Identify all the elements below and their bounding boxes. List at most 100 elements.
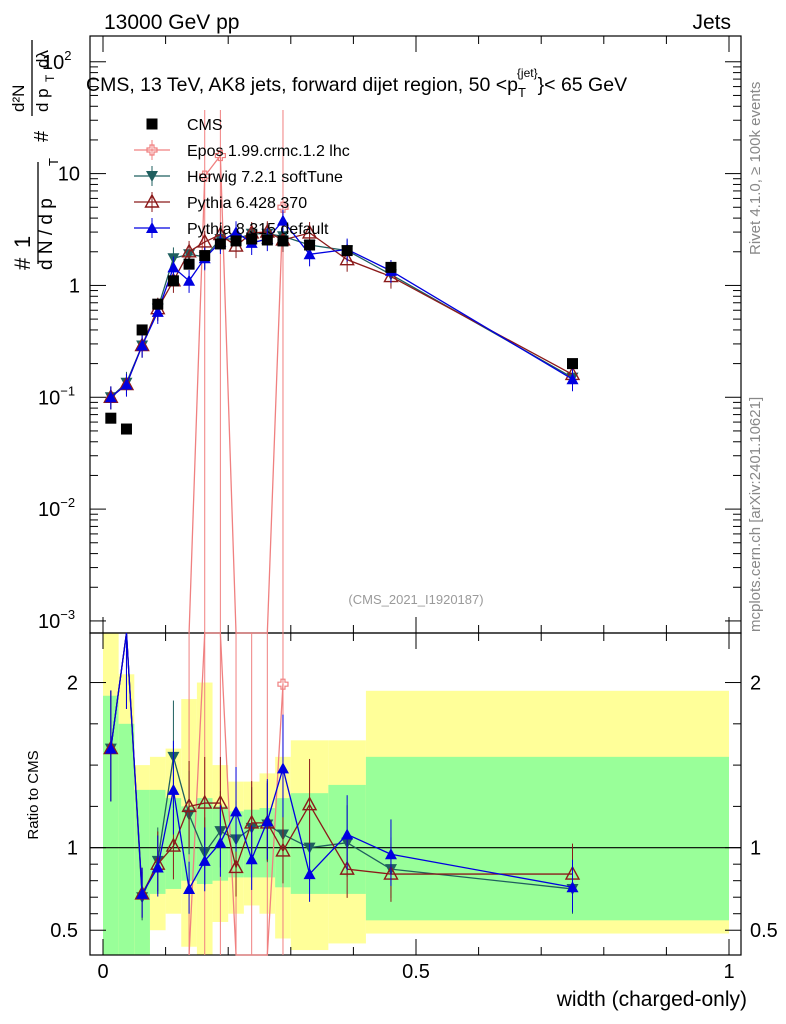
- ratio-y-tick-label: 1: [67, 838, 78, 860]
- ratio-y-tick-label: 2: [67, 673, 78, 695]
- cms-data-point: [167, 275, 179, 287]
- plot-title: CMS, 13 TeV, AK8 jets, forward dijet reg…: [86, 66, 627, 100]
- data-point: [120, 378, 133, 390]
- ratio-point: [165, 837, 182, 852]
- legend-label: Pythia 8.315 default: [187, 221, 329, 238]
- header-left: 13000 GeV pp: [104, 11, 239, 34]
- series-line: [110, 233, 573, 398]
- data-point: [136, 339, 149, 351]
- y-axis-label: # 1 d N / d p T # d²N d p T dλ: [9, 40, 61, 270]
- cms-data-point: [261, 234, 273, 246]
- ratio-y-tick-label-right: 2: [750, 673, 761, 695]
- ratio-point: [183, 882, 196, 894]
- ratio-series-line: [110, 632, 573, 897]
- ratio-point: [228, 859, 244, 874]
- y-label-t2: T: [43, 74, 57, 82]
- ratio-point: [136, 887, 149, 899]
- side-label-mcplots: mcplots.cern.ch [arXiv:2401.10621]: [747, 397, 764, 632]
- y-label-dlambda: dλ: [33, 50, 52, 68]
- y-tick-label: 10−2: [38, 495, 75, 521]
- cms-data-point: [341, 245, 353, 257]
- cms-data-point: [105, 412, 117, 424]
- cms-data-point: [183, 258, 195, 270]
- data-point: [214, 149, 226, 162]
- y-label-d2n: d²N: [9, 85, 28, 112]
- legend-marker: [146, 222, 158, 233]
- ratio-y-tick-label: 0.5: [50, 920, 78, 942]
- ratio-point: [303, 868, 316, 880]
- ratio-point: [339, 860, 355, 875]
- data-point: [276, 214, 289, 226]
- y-label-t1: T: [46, 158, 61, 166]
- cms-data-point: [152, 298, 164, 310]
- main-series: [103, 110, 581, 634]
- x-axis-label: width (charged-only): [556, 988, 747, 1011]
- legend-label: Pythia 6.428 370: [187, 195, 307, 212]
- y-tick-label: 10−3: [38, 607, 75, 633]
- ratio-point: [167, 783, 180, 795]
- ratio-point: [104, 742, 117, 754]
- ratio-point: [341, 828, 354, 840]
- data-point: [566, 373, 579, 385]
- ratio-y-tick-label-right: 0.5: [750, 920, 778, 942]
- legend-label: Herwig 7.2.1 softTune: [187, 169, 343, 186]
- ratio-point: [197, 794, 213, 809]
- legend-marker: [146, 171, 158, 182]
- legend-label: CMS: [187, 117, 223, 134]
- data-point: [151, 305, 164, 317]
- data-point: [167, 261, 180, 273]
- ratio-series-line: [110, 632, 573, 897]
- ratio-point: [276, 762, 289, 774]
- cms-data-point: [230, 235, 242, 247]
- ratio-point: [198, 854, 211, 866]
- data-point: [199, 170, 211, 182]
- axis-tick-labels: 0 0.5 1 102 10 1 10−1 10−2 10−3 0.5 0.5 1 1 2 2: [38, 48, 778, 983]
- series-line: [110, 231, 573, 398]
- data-point: [183, 274, 196, 286]
- legend-label: Epos 1.99.crmc.1.2 lhc: [187, 143, 350, 160]
- x-tick-label: 1: [723, 961, 734, 983]
- ratio-y-tick-label-right: 1: [750, 838, 761, 860]
- legend: CMS Epos 1.99.crmc.1.2 lhc Herwig 7.2.1 so…: [134, 117, 350, 238]
- legend-marker: [146, 144, 158, 156]
- y-label-dn-dpt: d N / d p: [36, 198, 57, 270]
- ratio-y-label: Ratio to CMS: [25, 750, 42, 839]
- ratio-point: [230, 805, 243, 817]
- ratio-point: [275, 842, 291, 857]
- ratio-point: [384, 848, 397, 860]
- cms-data-point: [246, 233, 258, 245]
- ratio-point: [151, 861, 164, 873]
- ratio-point: [301, 796, 318, 811]
- data-point: [181, 243, 197, 258]
- legend-marker: [146, 118, 158, 130]
- y-label-dpt: d p: [33, 88, 52, 112]
- cms-data-point: [120, 423, 132, 435]
- ratio-point: [181, 797, 197, 813]
- y-label-hash2: #: [31, 130, 53, 142]
- ratio-point: [245, 853, 258, 865]
- series-line: [110, 219, 573, 398]
- axis-ticks: [90, 36, 741, 955]
- data-point: [104, 391, 117, 403]
- cms-data-point: [214, 238, 226, 250]
- ratio-point: [261, 815, 274, 827]
- ratio-point: [277, 678, 289, 690]
- cms-data-point: [277, 235, 289, 247]
- y-label-hash: #: [10, 257, 35, 270]
- ratio-series: [103, 632, 581, 956]
- analysis-label: (CMS_2021_I1920187): [348, 592, 483, 607]
- data-point: [277, 201, 289, 213]
- cms-data-point: [304, 239, 316, 251]
- side-label-rivet: Rivet 4.1.0, ≥ 100k events: [747, 82, 764, 255]
- ratio-point: [214, 836, 227, 848]
- legend-marker: [144, 193, 160, 208]
- cms-data-point: [385, 261, 397, 273]
- x-tick-label: 0.5: [402, 961, 430, 983]
- data-point: [230, 226, 243, 238]
- y-tick-label: 1: [69, 275, 80, 297]
- cms-data-point: [199, 250, 211, 262]
- data-point: [339, 251, 355, 266]
- ratio-point: [566, 881, 579, 893]
- header-right: Jets: [692, 11, 731, 34]
